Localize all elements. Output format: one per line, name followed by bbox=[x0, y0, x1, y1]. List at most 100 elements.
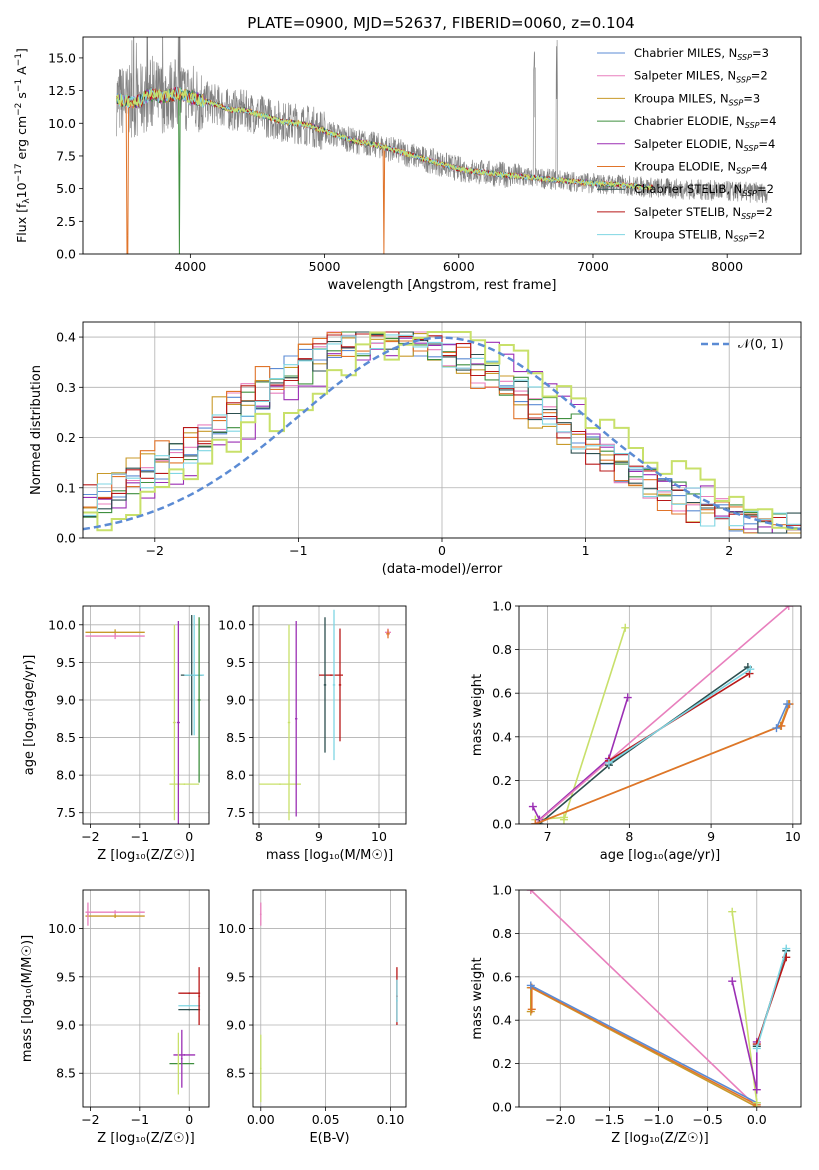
data-point bbox=[324, 684, 326, 686]
y-tick-label: 8.5 bbox=[226, 730, 246, 745]
data-point bbox=[114, 635, 117, 637]
x-axis-label: E(B-V) bbox=[309, 1131, 349, 1146]
data-point bbox=[177, 1062, 180, 1065]
data-point bbox=[198, 995, 201, 997]
residual-histogram bbox=[83, 334, 801, 527]
y-tick-label: 5.0 bbox=[56, 181, 76, 196]
legend: Chabrier MILES, NSSP=3 Salpeter MILES, NS… bbox=[597, 46, 776, 244]
weight-marker bbox=[784, 606, 793, 610]
data-point bbox=[259, 1067, 262, 1070]
weight-marker bbox=[746, 665, 755, 674]
x-tick-label: 6000 bbox=[443, 259, 475, 274]
data-point bbox=[330, 674, 332, 677]
data-point bbox=[173, 721, 176, 724]
y-tick-label: 10.0 bbox=[218, 921, 246, 936]
x-tick-label: 10 bbox=[785, 829, 801, 844]
y-tick-label: 0.0 bbox=[492, 817, 512, 832]
axes-frame bbox=[518, 889, 802, 1108]
x-tick-label: −1.0 bbox=[643, 1112, 673, 1127]
data-point bbox=[114, 911, 117, 914]
weight-marker bbox=[528, 802, 537, 811]
x-tick-label: −0.5 bbox=[692, 1112, 722, 1127]
data-point bbox=[114, 915, 117, 917]
y-tick-label: 15.0 bbox=[48, 50, 76, 65]
data-point bbox=[193, 674, 196, 677]
y-tick-label: 9.5 bbox=[56, 655, 76, 670]
y-tick-label: 10.0 bbox=[48, 116, 76, 131]
y-axis-label: age [log₁₀(age/yr)] bbox=[22, 655, 37, 776]
weight-marker bbox=[531, 820, 540, 824]
y-tick-label: 0.6 bbox=[492, 686, 512, 701]
x-tick-label: 8 bbox=[255, 829, 263, 844]
weight-series bbox=[563, 627, 627, 820]
chart-residuals: −2 −1 0 1 2 0.0 0.1 0.2 0.3 0.4 (data-model)/error… bbox=[29, 321, 802, 577]
chart-age_vs_Z: −2 −1 0 7.5 8.0 8.5 9.0 9.5 10.0 Z [log₁₀(Z/Z☉)] a… bbox=[22, 605, 210, 863]
weight-marker bbox=[752, 1044, 761, 1053]
plot-area bbox=[519, 890, 801, 1107]
data-point bbox=[259, 913, 262, 916]
x-tick-label: 0.0 bbox=[747, 1112, 767, 1127]
weight-marker bbox=[621, 623, 630, 632]
y-axis-label: mass weight bbox=[470, 957, 485, 1039]
x-axis-label: Z [log₁₀(Z/Z☉)] bbox=[97, 848, 194, 863]
weight-marker bbox=[745, 669, 754, 678]
y-tick-label: 2.5 bbox=[56, 214, 76, 229]
x-axis-label: mass [log₁₀(M/M☉)] bbox=[266, 848, 393, 863]
y-tick-label: 0.8 bbox=[492, 926, 512, 941]
weight-marker bbox=[777, 721, 786, 730]
data-point bbox=[396, 1000, 398, 1002]
x-tick-label: 0 bbox=[438, 543, 446, 558]
model-spectrum bbox=[116, 88, 654, 191]
y-tick-label: 0.4 bbox=[492, 1013, 512, 1028]
legend-label: Chabrier ELODIE, NSSP=4 bbox=[634, 114, 776, 130]
x-tick-label: 7 bbox=[544, 829, 552, 844]
weight-marker bbox=[559, 813, 568, 822]
x-axis-label: age [log₁₀(age/yr)] bbox=[600, 848, 721, 863]
y-tick-label: 7.5 bbox=[56, 805, 76, 820]
weight-marker bbox=[604, 758, 613, 767]
axes-frame bbox=[82, 321, 802, 539]
x-tick-label: 8 bbox=[625, 829, 633, 844]
weight-series bbox=[534, 606, 790, 824]
x-tick-label: 9 bbox=[707, 829, 715, 844]
y-axis-label: Flux [fλ10−17 erg cm−2 s−1 A−1] bbox=[14, 48, 32, 243]
y-tick-label: 0.4 bbox=[56, 330, 76, 345]
weight-series bbox=[532, 697, 629, 821]
axes-frame bbox=[252, 605, 407, 825]
legend-label: Chabrier MILES, NSSP=3 bbox=[634, 46, 769, 62]
y-tick-label: 1.0 bbox=[492, 883, 512, 898]
axes-frame bbox=[518, 605, 802, 825]
x-tick-label: 0.00 bbox=[247, 1112, 275, 1127]
weight-marker bbox=[752, 1098, 761, 1107]
chart-weight_vs_Z: −2.0 −1.5 −1.0 −0.5 0.0 0.0 0.2 0.4 0.6 0.8 1.0 Z [… bbox=[470, 883, 802, 1146]
y-tick-label: 9.0 bbox=[56, 1018, 76, 1033]
data-point bbox=[279, 783, 281, 786]
data-point bbox=[198, 699, 201, 701]
data-point bbox=[177, 721, 180, 724]
y-tick-label: 9.0 bbox=[56, 692, 76, 707]
weight-marker bbox=[728, 977, 737, 986]
x-tick-label: 0 bbox=[185, 829, 193, 844]
y-tick-label: 9.5 bbox=[226, 655, 246, 670]
y-tick-label: 0.4 bbox=[492, 729, 512, 744]
legend-label: Salpeter MILES, NSSP=2 bbox=[634, 69, 768, 85]
weight-series bbox=[756, 948, 788, 1049]
weight-series bbox=[531, 986, 758, 1106]
y-axis-label: mass [log₁₀(M/M☉)] bbox=[20, 935, 35, 1062]
x-tick-label: 7000 bbox=[577, 259, 609, 274]
y-tick-label: 9.0 bbox=[226, 692, 246, 707]
x-tick-label: −1 bbox=[289, 543, 307, 558]
weight-marker bbox=[752, 1085, 761, 1094]
y-tick-label: 10.0 bbox=[48, 617, 76, 632]
x-tick-label: 0.05 bbox=[312, 1112, 340, 1127]
weight-marker bbox=[526, 981, 535, 990]
weight-series bbox=[731, 980, 758, 1090]
y-tick-label: 0.0 bbox=[492, 1100, 512, 1115]
y-tick-label: 8.5 bbox=[56, 730, 76, 745]
data-point bbox=[295, 717, 298, 720]
data-spectrum bbox=[116, 37, 768, 204]
x-tick-label: −1 bbox=[131, 1112, 149, 1127]
y-tick-label: 0.2 bbox=[492, 773, 512, 788]
model-spectrum bbox=[116, 88, 654, 254]
